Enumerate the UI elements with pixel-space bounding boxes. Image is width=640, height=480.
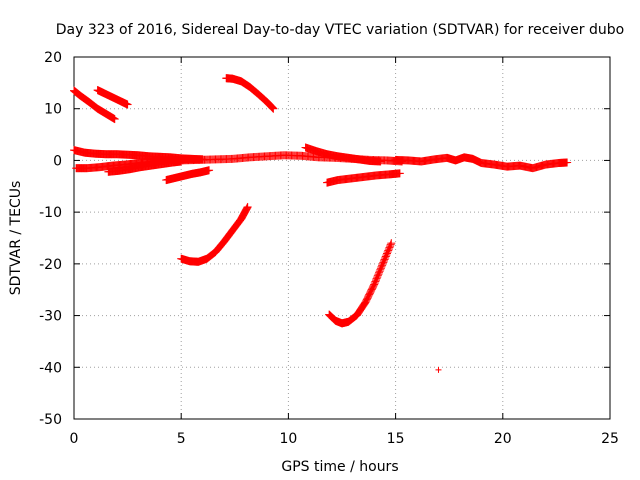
- data-points: [70, 74, 572, 373]
- data-point: [563, 158, 572, 167]
- y-tick-label: -10: [39, 205, 62, 221]
- y-axis-label: SDTVAR / TECUs: [8, 181, 24, 296]
- data-point: [205, 166, 214, 175]
- data-point: [376, 157, 385, 166]
- x-tick-label: 15: [387, 431, 405, 447]
- data-point: [387, 239, 396, 248]
- series-outlier: [435, 366, 442, 373]
- y-tick-label: -40: [39, 360, 62, 376]
- series-track-k: [391, 153, 572, 173]
- y-tick-label: -30: [39, 309, 62, 325]
- x-tick-label: 5: [177, 431, 186, 447]
- series-track-l: [177, 202, 252, 266]
- series-track-j: [322, 169, 404, 187]
- x-tick-label: 0: [70, 431, 79, 447]
- axis-ticks: 0 5 10 15 20 25 -50 -40 -30 -20 -10 0 10 20: [39, 50, 619, 447]
- series-track-c: [222, 74, 278, 113]
- y-tick-label: 20: [44, 50, 62, 66]
- y-tick-label: -20: [39, 257, 62, 273]
- plot-frame: [73, 56, 611, 420]
- data-point: [386, 240, 395, 249]
- y-tick-label: 0: [53, 153, 62, 169]
- x-tick-label: 20: [494, 431, 512, 447]
- series-track-a: [70, 86, 119, 124]
- chart-title: Day 323 of 2016, Sidereal Day-to-day VTE…: [56, 22, 624, 38]
- data-point: [435, 366, 442, 373]
- series-track-b: [93, 86, 132, 109]
- data-point: [110, 115, 119, 124]
- y-tick-label: 10: [44, 102, 62, 118]
- series-track-m: [325, 239, 396, 328]
- series-track-i: [301, 143, 385, 166]
- data-point: [269, 104, 278, 113]
- data-point: [243, 202, 252, 211]
- data-point: [123, 100, 132, 109]
- x-axis-label: GPS time / hours: [281, 459, 398, 475]
- x-tick-label: 25: [601, 431, 619, 447]
- x-tick-label: 10: [279, 431, 297, 447]
- series-track-g: [162, 166, 214, 185]
- data-point: [395, 169, 404, 178]
- y-tick-label: -50: [39, 412, 62, 428]
- series-track-f: [104, 157, 186, 176]
